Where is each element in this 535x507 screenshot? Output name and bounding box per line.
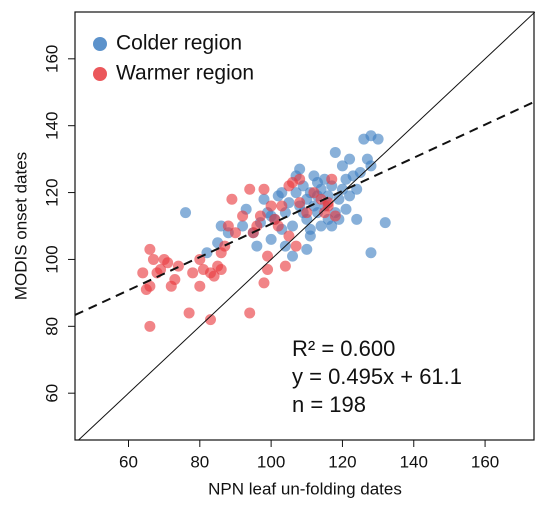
- point: [237, 220, 249, 232]
- point: [283, 180, 295, 192]
- point: [254, 210, 266, 222]
- point: [208, 270, 220, 282]
- y-tick-label: 140: [42, 112, 61, 140]
- x-tick-label: 140: [400, 452, 428, 471]
- point: [287, 250, 299, 262]
- point: [311, 177, 323, 189]
- point: [262, 250, 274, 262]
- point: [294, 197, 306, 209]
- point: [137, 267, 149, 279]
- point: [237, 210, 249, 222]
- point: [144, 280, 156, 292]
- point: [155, 263, 167, 275]
- point: [265, 200, 277, 212]
- point: [262, 263, 274, 275]
- y-axis-label: MODIS onset dates: [11, 152, 30, 300]
- point: [283, 230, 295, 242]
- point: [219, 240, 231, 252]
- point: [272, 220, 284, 232]
- point: [329, 146, 341, 158]
- point: [172, 260, 184, 272]
- x-tick-label: 60: [119, 452, 138, 471]
- point: [144, 243, 156, 255]
- point: [294, 163, 306, 175]
- point: [294, 173, 306, 185]
- point: [379, 217, 391, 229]
- point: [351, 213, 363, 225]
- x-axis-label: NPN leaf un-folding dates: [208, 479, 402, 498]
- point: [251, 240, 263, 252]
- point: [244, 183, 256, 195]
- point: [222, 220, 234, 232]
- point: [344, 153, 356, 165]
- y-tick-label: 120: [42, 178, 61, 206]
- point: [372, 133, 384, 145]
- y-tick-label: 80: [42, 317, 61, 336]
- point: [333, 193, 345, 205]
- point: [290, 187, 302, 199]
- point: [258, 277, 270, 289]
- point: [147, 253, 159, 265]
- point: [329, 210, 341, 222]
- point: [304, 230, 316, 242]
- annotation: R² = 0.600: [292, 336, 395, 361]
- plot-area: [75, 12, 535, 440]
- point: [308, 187, 320, 199]
- point: [315, 220, 327, 232]
- x-tick-label: 160: [471, 452, 499, 471]
- point: [169, 274, 181, 285]
- annotation: n = 198: [292, 392, 366, 417]
- point: [279, 260, 291, 272]
- point: [205, 314, 217, 326]
- point: [365, 247, 377, 259]
- point: [215, 263, 227, 275]
- point: [276, 187, 288, 199]
- point: [226, 193, 238, 205]
- point: [229, 227, 241, 239]
- point: [144, 320, 156, 332]
- legend-label: Warmer region: [116, 62, 254, 85]
- point: [276, 200, 288, 212]
- point: [326, 220, 338, 232]
- legend-label: Colder region: [116, 32, 242, 55]
- point: [290, 240, 302, 252]
- point: [344, 190, 356, 202]
- point: [244, 307, 256, 319]
- legend-marker: [93, 67, 107, 81]
- point: [301, 207, 313, 219]
- point: [265, 233, 277, 245]
- identity-line: [78, 12, 535, 440]
- point: [336, 160, 348, 172]
- point: [326, 173, 338, 185]
- point: [187, 267, 199, 279]
- annotation: y = 0.495x + 61.1: [292, 364, 462, 389]
- y-tick-label: 160: [42, 45, 61, 73]
- point: [258, 193, 270, 205]
- point: [287, 220, 299, 232]
- x-tick-label: 120: [328, 452, 356, 471]
- legend-marker: [93, 37, 107, 51]
- x-tick-label: 80: [190, 452, 209, 471]
- x-tick-label: 100: [257, 452, 285, 471]
- point: [183, 307, 195, 319]
- point: [258, 183, 270, 195]
- point: [301, 243, 313, 255]
- point: [319, 207, 331, 219]
- fit-line: [75, 100, 535, 316]
- point: [354, 167, 366, 178]
- point: [340, 203, 352, 215]
- y-tick-label: 60: [42, 384, 61, 403]
- point: [194, 280, 206, 292]
- point: [162, 257, 174, 269]
- y-tick-label: 100: [42, 245, 61, 273]
- point: [180, 207, 192, 219]
- plot-frame: [74, 11, 535, 441]
